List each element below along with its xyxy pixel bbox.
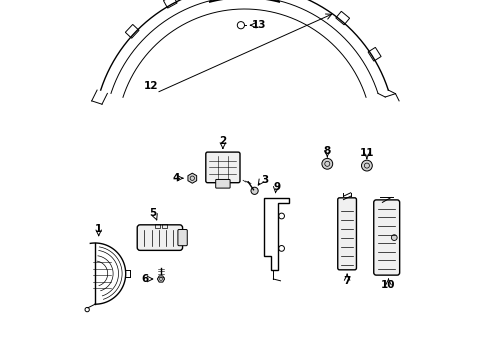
Text: 8: 8 [323, 146, 330, 156]
Polygon shape [157, 276, 164, 282]
Text: 9: 9 [273, 182, 280, 192]
FancyBboxPatch shape [137, 225, 182, 251]
Text: 10: 10 [381, 280, 395, 290]
Bar [154, 224, 160, 228]
Text: 12: 12 [143, 81, 158, 91]
Text: 13: 13 [251, 20, 265, 30]
Circle shape [250, 187, 258, 194]
Text: 1: 1 [95, 224, 102, 234]
Circle shape [390, 235, 396, 240]
FancyBboxPatch shape [337, 198, 356, 270]
Text: 6: 6 [141, 274, 148, 284]
Text: 7: 7 [343, 276, 350, 285]
FancyBboxPatch shape [215, 180, 230, 188]
Bar [162, 224, 167, 228]
Text: 11: 11 [359, 148, 373, 158]
Polygon shape [187, 173, 196, 183]
Text: 2: 2 [219, 136, 226, 146]
Text: 4: 4 [172, 173, 180, 183]
FancyBboxPatch shape [205, 152, 240, 183]
Circle shape [321, 158, 332, 169]
FancyBboxPatch shape [373, 200, 399, 275]
Text: 3: 3 [261, 175, 268, 185]
FancyBboxPatch shape [178, 230, 187, 246]
Text: 5: 5 [149, 208, 156, 218]
Circle shape [361, 160, 371, 171]
